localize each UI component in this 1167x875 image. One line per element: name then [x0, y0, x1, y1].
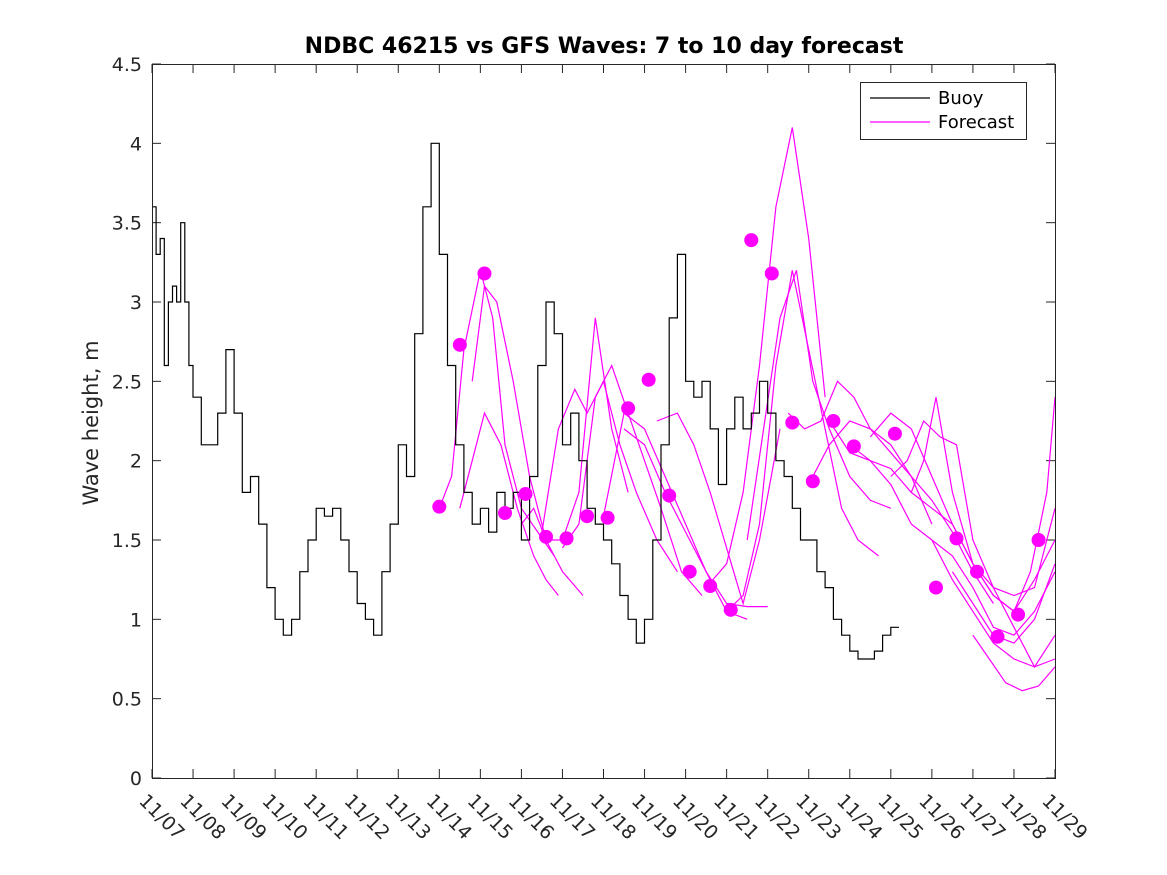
- y-tick-label: 1: [130, 609, 142, 631]
- forecast-point: [764, 266, 779, 281]
- y-tick-label: 3.5: [112, 213, 142, 235]
- forecast-series-line: [931, 539, 1056, 668]
- y-tick-label: 4.5: [112, 54, 142, 76]
- legend-buoy-label: Buoy: [938, 88, 984, 109]
- forecast-point: [723, 602, 738, 617]
- forecast-point: [539, 529, 554, 544]
- forecast-point: [477, 266, 492, 281]
- forecast-point: [887, 426, 902, 441]
- forecast-point: [1011, 607, 1026, 622]
- forecast-point: [682, 564, 697, 579]
- forecast-point: [600, 510, 615, 525]
- forecast-series-line: [1013, 397, 1056, 612]
- y-tick-label: 4: [130, 133, 142, 155]
- forecast-point: [662, 488, 677, 503]
- forecast-series-line: [623, 428, 768, 608]
- buoy-line: [152, 142, 899, 660]
- forecast-point: [970, 564, 985, 579]
- forecast-point: [621, 401, 636, 416]
- y-tick-label: 2.5: [112, 371, 142, 393]
- forecast-point: [990, 629, 1005, 644]
- y-tick-label: 3: [130, 292, 142, 314]
- forecast-series-line: [471, 284, 584, 596]
- forecast-point: [580, 509, 595, 524]
- chart-title: NDBC 46215 vs GFS Waves: 7 to 10 day for…: [305, 34, 904, 59]
- axes-box: [152, 64, 1056, 779]
- forecast-series-line: [869, 412, 1056, 613]
- forecast-series-line: [972, 634, 1056, 692]
- forecast-series-line: [705, 127, 826, 588]
- forecast-point: [518, 486, 533, 501]
- forecast-point: [1031, 533, 1046, 547]
- y-axis-label: Wave height, m: [79, 340, 103, 505]
- forecast-point: [641, 372, 656, 387]
- forecast-series-line: [602, 412, 748, 620]
- forecast-point: [432, 499, 447, 514]
- forecast-point: [497, 506, 512, 521]
- y-axis-ticks: 0 0.5 1 1.5 2 2.5 3 3.5 4 4.5: [112, 54, 1055, 790]
- forecast-series-line: [808, 420, 994, 604]
- forecast-series-line: [726, 270, 879, 612]
- forecast-point: [846, 439, 861, 454]
- forecast-point: [559, 531, 574, 546]
- forecast-series-line: [520, 317, 629, 541]
- forecast-point: [928, 580, 943, 595]
- forecast-point: [785, 415, 800, 430]
- forecast-series-line: [890, 419, 1056, 669]
- y-tick-label: 1.5: [112, 530, 142, 552]
- y-tick-label: 0.5: [112, 689, 142, 711]
- y-tick-label: 0: [130, 768, 142, 790]
- forecast-series-line: [656, 412, 781, 606]
- forecast-markers: [432, 233, 1046, 644]
- forecast-series-line: [746, 270, 892, 541]
- forecast-series-line: [910, 397, 1056, 597]
- legend: Buoy Forecast: [860, 82, 1027, 140]
- plot-area: [152, 127, 1056, 692]
- y-tick-label: 2: [130, 451, 142, 473]
- forecast-point: [703, 579, 718, 594]
- forecast-point: [452, 337, 467, 352]
- forecast-point: [826, 414, 841, 428]
- forecast-series-line: [787, 380, 933, 525]
- forecast-series-line: [849, 444, 1056, 636]
- forecast-point: [949, 531, 964, 546]
- forecast-point: [744, 233, 759, 248]
- forecast-series-line: [459, 411, 559, 596]
- forecast-point: [805, 474, 820, 489]
- legend-forecast-label: Forecast: [938, 112, 1014, 133]
- legend-box: [860, 82, 1027, 140]
- forecast-lines: [438, 127, 1056, 692]
